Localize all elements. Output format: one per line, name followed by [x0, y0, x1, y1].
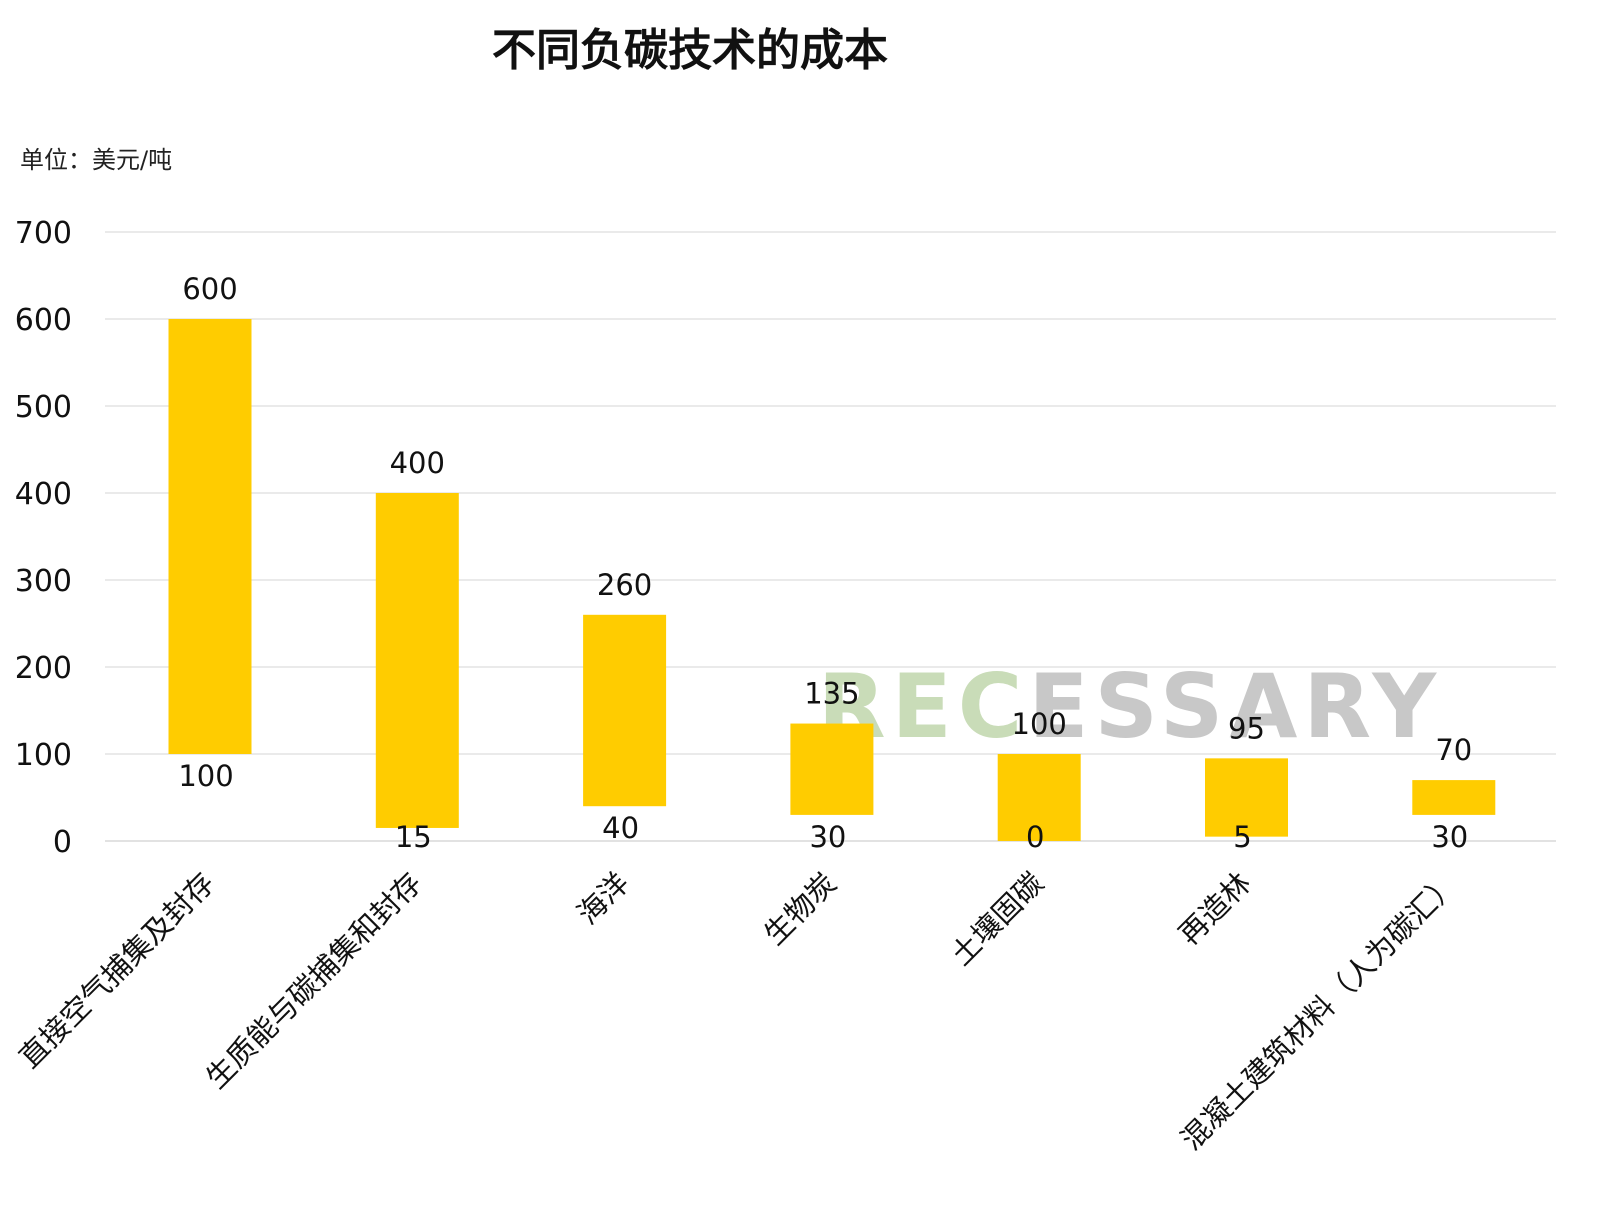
y-tick-label: 300 [15, 564, 72, 599]
watermark: RECESSARY [818, 655, 1442, 758]
y-tick-label: 0 [53, 825, 72, 860]
gridlines [105, 231, 1556, 842]
unit-label: 单位：美元/吨 [20, 146, 172, 174]
bar-high-label: 260 [597, 568, 652, 602]
bars [168, 319, 1496, 841]
y-tick-label: 400 [15, 477, 72, 512]
bar-3 [583, 614, 667, 807]
bar-low-label: 100 [178, 759, 233, 793]
bar-high-label: 400 [390, 446, 445, 480]
bar-7 [1412, 780, 1496, 815]
bar-high-label: 70 [1435, 733, 1472, 767]
x-category-label: 土壤固碳 [944, 866, 1050, 972]
watermark-suffix: ESSARY [1028, 655, 1442, 758]
bar-5 [997, 754, 1081, 841]
y-tick-label: 600 [15, 303, 72, 338]
chart-title: 不同负碳技术的成本 [492, 25, 888, 76]
watermark-text: RECESSARY [818, 655, 1442, 758]
bar-high-label: 600 [182, 272, 237, 306]
bar-low-label: 40 [602, 811, 639, 845]
bar-high-label: 135 [804, 677, 859, 711]
bar-low-label: 30 [809, 820, 846, 854]
bar-4 [790, 723, 874, 815]
x-category-label: 再造林 [1172, 866, 1258, 952]
x-category-label: 直接空气捕集及封存 [12, 866, 221, 1075]
y-tick-label: 100 [15, 738, 72, 773]
bar-low-label: 0 [1026, 820, 1044, 854]
bar-2 [375, 493, 459, 828]
y-tick-label: 200 [15, 651, 72, 686]
data-labels: 600 100 400 15 260 40 135 30 100 0 95 5 70 30 [178, 272, 1472, 854]
bar-low-label: 30 [1431, 820, 1468, 854]
x-category-label: 海洋 [570, 866, 635, 931]
x-category-label: 生物炭 [757, 866, 843, 952]
bar-low-label: 15 [395, 820, 432, 854]
y-axis-ticks: 0 100 200 300 400 500 600 700 [15, 216, 72, 860]
bar-6 [1205, 758, 1288, 837]
bar-low-label: 5 [1233, 820, 1251, 854]
bar-high-label: 100 [1012, 707, 1067, 741]
x-category-label: 生质能与碳捕集和封存 [199, 866, 428, 1095]
y-tick-label: 500 [15, 390, 72, 425]
y-tick-label: 700 [15, 216, 72, 251]
bar-1 [168, 319, 252, 754]
bar-high-label: 95 [1228, 711, 1265, 745]
